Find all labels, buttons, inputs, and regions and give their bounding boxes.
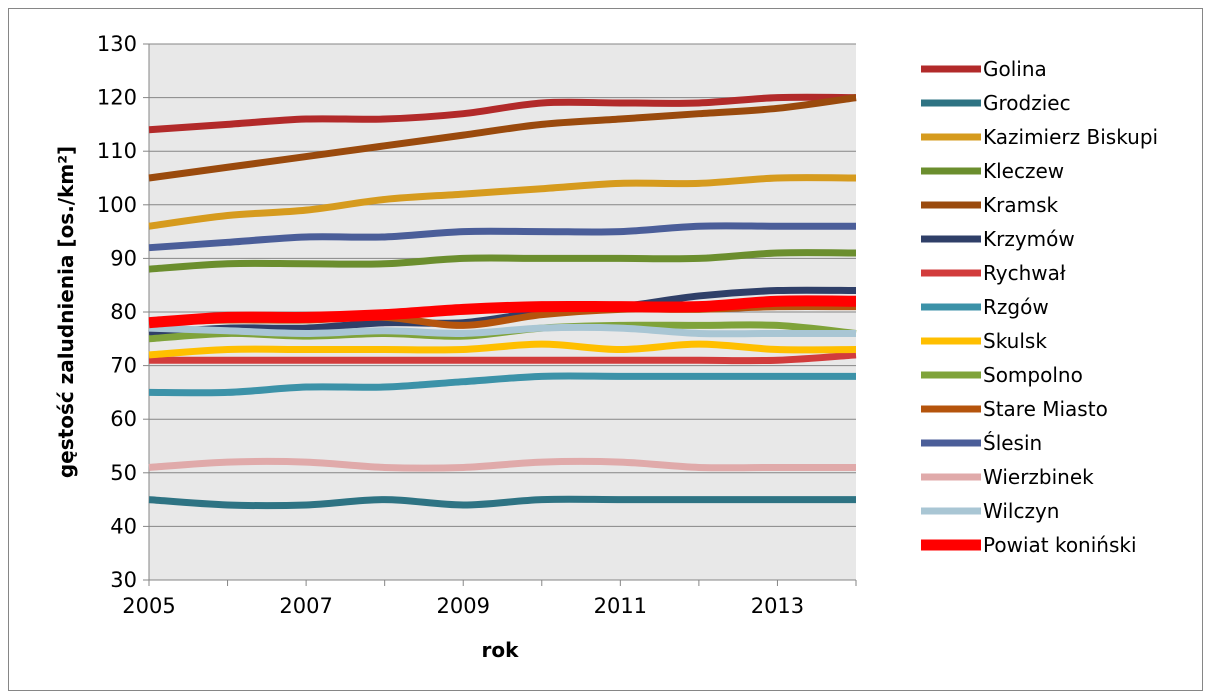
y-tick-label: 90 bbox=[110, 246, 137, 270]
y-tick-label: 120 bbox=[97, 86, 137, 110]
y-tick-label: 50 bbox=[110, 461, 137, 485]
legend-label: Powiat koniński bbox=[983, 533, 1137, 557]
x-tick-label: 2007 bbox=[279, 594, 332, 618]
series-line-wilczyn bbox=[148, 323, 856, 338]
legend-label: Rzgów bbox=[983, 295, 1049, 319]
x-axis-title: rok bbox=[482, 638, 520, 662]
series-line-skulsk bbox=[148, 340, 857, 359]
series-line-rzgów bbox=[148, 372, 856, 397]
y-tick-label: 40 bbox=[110, 514, 137, 538]
series-line-kazimierz-biskupi bbox=[148, 174, 857, 230]
y-tick-label: 60 bbox=[110, 407, 137, 431]
series-line-powiat-koniński bbox=[148, 295, 857, 329]
series-line-rychwał bbox=[148, 351, 857, 365]
y-tick-label: 110 bbox=[97, 139, 137, 163]
legend-label: Stare Miasto bbox=[983, 397, 1108, 421]
legend-label: Rychwał bbox=[983, 261, 1066, 285]
y-tick-label: 100 bbox=[97, 193, 137, 217]
y-tick-labels: 30 40 50 60 70 80 90 100 110 120 130 bbox=[97, 32, 149, 592]
legend-label: Skulsk bbox=[983, 329, 1047, 353]
y-tick-label: 70 bbox=[110, 354, 137, 378]
legend-label: Kazimierz Biskupi bbox=[983, 125, 1158, 149]
legend-label: Kramsk bbox=[983, 193, 1058, 217]
series-line-grodziec bbox=[148, 495, 856, 510]
series-line-golina bbox=[148, 93, 857, 134]
series-line-kramsk bbox=[148, 94, 857, 182]
x-tick-label: 2011 bbox=[594, 594, 647, 618]
series-lines bbox=[148, 93, 857, 510]
legend-label: Kleczew bbox=[983, 159, 1064, 183]
series-line-kleczew bbox=[148, 249, 857, 273]
x-tick-label: 2013 bbox=[751, 594, 804, 618]
legend-label: Golina bbox=[983, 57, 1047, 81]
legend-label: Wilczyn bbox=[983, 499, 1059, 523]
series-line-wierzbinek bbox=[148, 457, 856, 472]
x-tick-labels: 2005 2007 2009 2011 2013 bbox=[122, 580, 857, 618]
x-tick-label: 2009 bbox=[436, 594, 489, 618]
legend-label: Krzymów bbox=[983, 227, 1075, 251]
x-tick-label: 2005 bbox=[122, 594, 175, 618]
series-line-ślesin bbox=[148, 222, 856, 252]
legend-label: Sompolno bbox=[983, 363, 1083, 387]
y-tick-label: 130 bbox=[97, 32, 137, 56]
y-tick-label: 80 bbox=[110, 300, 137, 324]
y-axis-title: gęstość zaludnienia [os./km²] bbox=[54, 146, 78, 478]
legend: Golina Grodziec Kazimierz Biskupi Kleczew Kr… bbox=[921, 57, 1158, 557]
legend-label: Grodziec bbox=[983, 91, 1071, 115]
y-tick-label: 30 bbox=[110, 568, 137, 592]
legend-label: Wierzbinek bbox=[983, 465, 1094, 489]
chart-frame: 30 40 50 60 70 80 90 100 110 120 130 2005 2007 2009 2… bbox=[8, 8, 1203, 691]
legend-label: Ślesin bbox=[983, 431, 1042, 455]
